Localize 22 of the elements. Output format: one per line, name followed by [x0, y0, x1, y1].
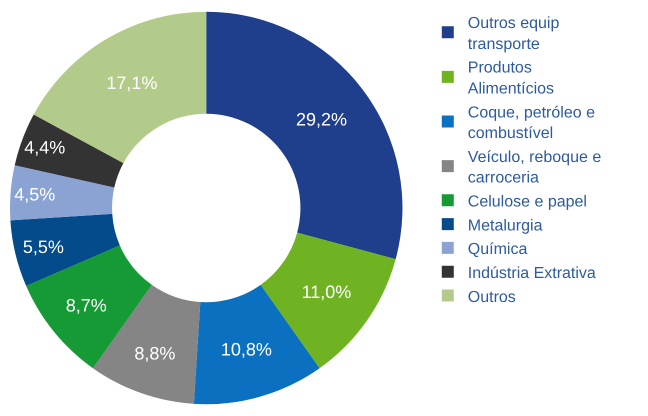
donut-slice	[10, 165, 114, 220]
legend-label: Produtos Alimentícios	[468, 60, 554, 98]
legend-label: Coque, petróleo e combustível	[468, 104, 596, 142]
data-label: 5,5%	[22, 237, 64, 258]
donut-slice	[206, 12, 402, 260]
donut-slice	[14, 114, 124, 188]
data-label: 8,7%	[66, 295, 107, 316]
data-label: 11,0%	[302, 282, 352, 302]
data-label: 29,2%	[296, 110, 348, 130]
data-label: 17,1%	[106, 73, 158, 94]
donut-slice	[10, 214, 120, 286]
legend-label: Celulose e papel	[468, 194, 587, 211]
legend-label: Química	[468, 241, 528, 258]
data-label: 10,8%	[220, 340, 272, 360]
legend-label: Outros	[468, 288, 516, 306]
data-label: 8,8%	[134, 343, 176, 364]
legend-label: Veículo, reboque e carroceria	[468, 148, 602, 187]
data-label: 4,4%	[24, 138, 66, 158]
legend-label: Indústria Extrativa	[468, 264, 596, 282]
data-label: 4,5%	[14, 184, 56, 205]
legend-label: Metalurgia	[468, 217, 543, 234]
legend-label: Outros equip transporte	[468, 15, 560, 53]
